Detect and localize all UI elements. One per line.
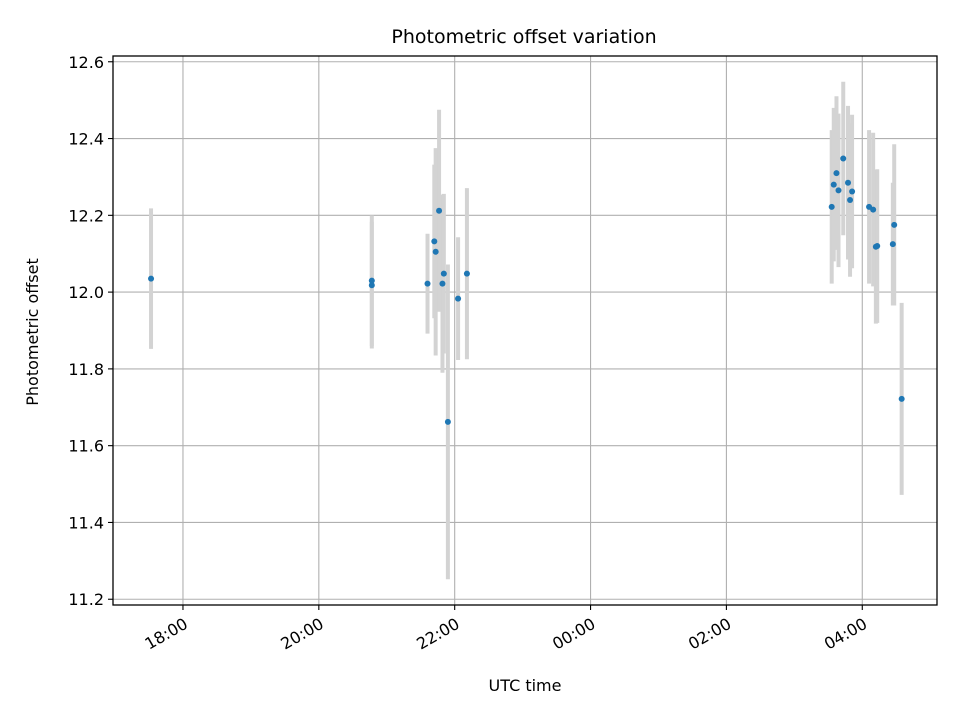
- plot-area-frame: [112, 55, 938, 606]
- data-point: [444, 418, 451, 425]
- data-point: [830, 181, 837, 188]
- y-tick-label: 12.4: [68, 130, 104, 149]
- data-point: [845, 179, 852, 186]
- data-point: [870, 206, 877, 213]
- chart-title: Photometric offset variation: [391, 26, 656, 48]
- data-point: [828, 203, 835, 210]
- data-point: [439, 280, 446, 287]
- x-tick-label: 02:00: [685, 614, 734, 654]
- data-points: [148, 155, 905, 425]
- data-point: [431, 238, 438, 245]
- data-point: [898, 395, 905, 402]
- y-tick-label: 11.4: [68, 513, 104, 532]
- data-point: [874, 243, 881, 250]
- x-tick-label: 00:00: [549, 614, 598, 654]
- x-tick-label: 04:00: [821, 614, 870, 654]
- x-tick-label: 18:00: [142, 614, 191, 654]
- data-point: [424, 280, 431, 287]
- data-point: [889, 241, 896, 248]
- data-point: [432, 248, 439, 255]
- data-point: [891, 221, 898, 228]
- x-tick-label: 22:00: [413, 614, 462, 654]
- data-point: [849, 188, 856, 195]
- data-point: [368, 282, 375, 289]
- data-point: [440, 270, 447, 277]
- x-axis-label: UTC time: [489, 676, 562, 695]
- y-tick-label: 11.6: [68, 437, 104, 456]
- data-point: [368, 277, 375, 284]
- data-point: [148, 275, 155, 282]
- y-tick-label: 12.0: [68, 283, 104, 302]
- y-axis-label: Photometric offset: [23, 258, 42, 406]
- x-tick-label: 20:00: [277, 614, 326, 654]
- data-point: [840, 155, 847, 162]
- y-tick-label: 11.8: [68, 360, 104, 379]
- data-point: [455, 295, 462, 302]
- data-point: [463, 270, 470, 277]
- data-point: [847, 196, 854, 203]
- y-tick-label: 12.2: [68, 206, 104, 225]
- data-point: [835, 187, 842, 194]
- grid: [113, 56, 937, 605]
- y-tick-label: 11.2: [68, 590, 104, 609]
- error-bars: [149, 81, 904, 580]
- y-axis-ticks: 11.2 11.4 11.6 11.8 12.0 12.2 12.4 12.6: [68, 53, 113, 609]
- data-point: [833, 170, 840, 177]
- y-tick-label: 12.6: [68, 53, 104, 72]
- data-point: [436, 207, 443, 214]
- x-axis-ticks: 18:00 20:00 22:00 00:00 02:00 04:00: [142, 605, 870, 654]
